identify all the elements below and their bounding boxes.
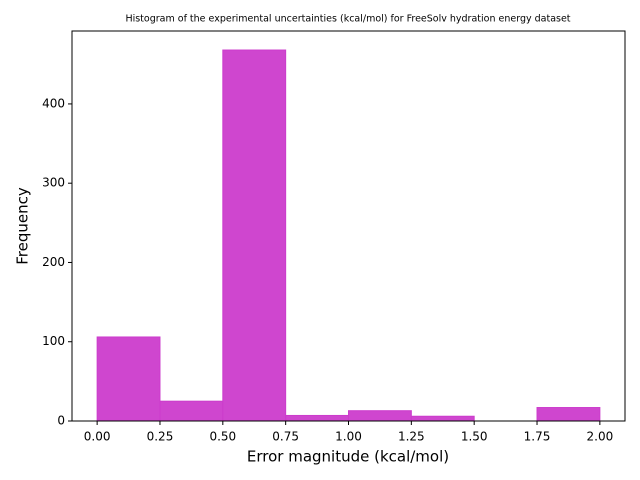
bar bbox=[96, 336, 161, 422]
bar bbox=[285, 414, 349, 422]
x-tick-label: 1.00 bbox=[335, 430, 362, 444]
y-axis-label: Frequency bbox=[14, 187, 32, 265]
x-tick-label: 0.25 bbox=[147, 430, 174, 444]
y-tick-label: 300 bbox=[42, 176, 65, 190]
x-tick-label: 2.00 bbox=[587, 430, 614, 444]
y-tick-label: 200 bbox=[42, 255, 65, 269]
bar bbox=[222, 49, 287, 422]
x-tick-label: 0.00 bbox=[84, 430, 111, 444]
x-tick-label: 0.50 bbox=[209, 430, 236, 444]
bar bbox=[536, 407, 601, 422]
x-tick-label: 0.75 bbox=[272, 430, 299, 444]
x-tick-label: 1.75 bbox=[524, 430, 551, 444]
x-tick-label: 1.25 bbox=[398, 430, 425, 444]
bar bbox=[159, 400, 224, 422]
bar bbox=[410, 415, 475, 422]
chart-title: Histogram of the experimental uncertaint… bbox=[125, 14, 570, 25]
x-axis-label: Error magnitude (kcal/mol) bbox=[247, 448, 449, 466]
y-tick-label: 100 bbox=[42, 334, 65, 348]
y-tick-label: 400 bbox=[42, 96, 65, 110]
x-tick-label: 1.50 bbox=[461, 430, 488, 444]
bar bbox=[348, 410, 412, 422]
y-tick-label: 0 bbox=[57, 414, 65, 428]
